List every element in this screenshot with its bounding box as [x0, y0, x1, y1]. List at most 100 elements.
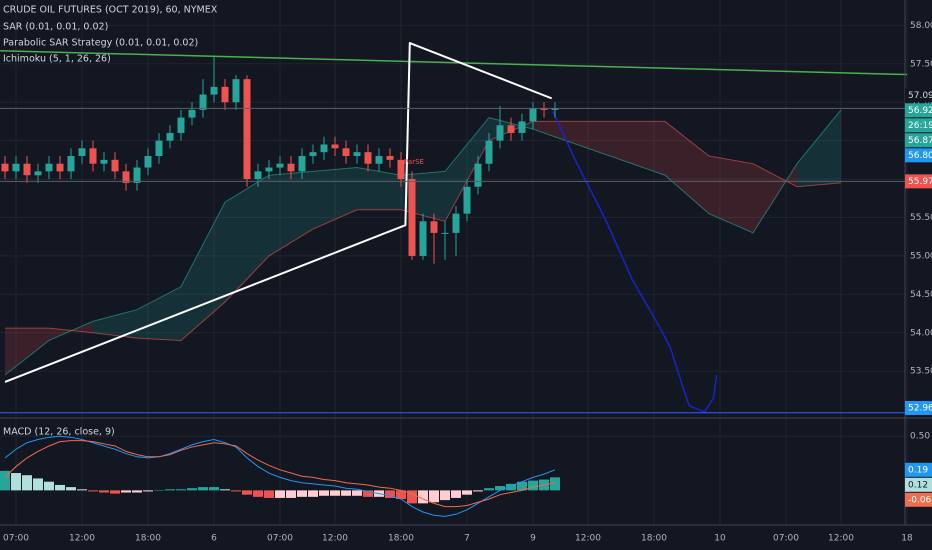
histogram-bar [143, 490, 153, 492]
candle-body [166, 132, 174, 141]
histogram-bar [0, 470, 10, 491]
x-tick-label: 12:00 [322, 534, 348, 544]
indicator-label: Parabolic SAR Strategy (0.01, 0.01, 0.02… [3, 38, 198, 49]
price-tag [905, 174, 932, 189]
price-tag [905, 492, 932, 507]
candle-body [507, 125, 515, 133]
y-tick-label: 58.00 [910, 21, 932, 31]
candle-body [331, 144, 339, 149]
price-tag [905, 88, 932, 103]
x-tick-label: 07:00 [3, 534, 29, 544]
histogram-bar [297, 490, 307, 497]
histogram-bar [253, 490, 263, 497]
histogram-bar [154, 490, 164, 491]
cloud-line [4, 109, 842, 376]
x-tick-label: 9 [530, 534, 536, 544]
histogram-bar [220, 489, 230, 491]
histogram-bar [330, 490, 340, 496]
candle-body [276, 163, 284, 168]
price-tag-label: 56.87 [908, 136, 932, 146]
indicator-label: Ichimoku (5, 1, 26, 26) [3, 54, 111, 65]
candle-body [408, 179, 416, 256]
price-tag-label: 56.92 [908, 106, 932, 116]
y-tick-label: 53.50 [910, 367, 932, 377]
cloud-segment [709, 156, 753, 233]
histogram-bar [484, 488, 494, 491]
price-tag-label: 55.97 [908, 177, 932, 187]
histogram-bar [429, 490, 439, 503]
histogram-bar [88, 490, 98, 492]
histogram-bar [506, 483, 516, 491]
histogram-bar [407, 490, 417, 504]
price-tag-label: 56.80 [908, 151, 932, 161]
y-tick-label: 55.00 [910, 251, 932, 261]
drawing-line [0, 49, 908, 76]
candle-body [298, 156, 306, 172]
y-tick-label: 54.00 [910, 328, 932, 338]
annotation: ParSE [404, 158, 424, 166]
candle-body [353, 152, 361, 157]
price-tag [905, 477, 932, 492]
x-tick-label: 12:00 [828, 534, 854, 544]
price-tags: 57.09 56.92 26:19 56.87 56.80 55.97 52.96 0.19 0… [0, 88, 932, 507]
y-tick-label: 0.50 [910, 432, 930, 442]
candle-body [23, 163, 31, 176]
histogram-bar [99, 490, 109, 493]
histogram-bar [110, 490, 120, 494]
x-tick-label: 18:00 [641, 534, 667, 544]
candle-body [232, 79, 240, 103]
cloud-segment [181, 202, 225, 341]
candle-body [518, 121, 526, 133]
cloud-segment [225, 175, 269, 303]
candle-body [452, 213, 460, 233]
cloud-segment [5, 328, 49, 376]
x-tick-label: 6 [211, 534, 217, 544]
histogram-bar [286, 490, 296, 498]
y-tick-label: 57.00 [910, 98, 932, 108]
histogram-bar [66, 487, 76, 491]
histogram-bar [462, 490, 472, 495]
x-tick-label: 18:00 [135, 534, 161, 544]
histogram-bar [451, 490, 461, 498]
histogram-bar [231, 490, 241, 492]
cloud-segment [445, 117, 489, 222]
histogram-bar [11, 473, 21, 491]
price-tag-label: 26:19 [908, 121, 932, 131]
candle-body [496, 125, 504, 141]
x-tick-label: 12:00 [575, 534, 601, 544]
price-tag [905, 133, 932, 148]
cloud-segment [797, 109, 841, 187]
candle-body [133, 167, 141, 183]
histogram-bar [209, 487, 219, 491]
histogram-bar [165, 489, 175, 491]
macd-title: MACD (12, 26, close, 9) [3, 427, 115, 438]
candle-body [540, 108, 548, 110]
histogram-bar [33, 478, 43, 491]
candle-body [375, 156, 383, 164]
price-tag-label: 57.09 [908, 91, 932, 101]
candle-body [221, 86, 229, 103]
cloud-segment [665, 121, 709, 214]
x-tick-label: 07:00 [773, 534, 799, 544]
x-tick-label: 12:00 [69, 534, 95, 544]
x-tick-label: 07:00 [267, 534, 293, 544]
histogram-bar [242, 490, 252, 495]
candle-body [397, 159, 405, 180]
histogram-bar [187, 488, 197, 491]
x-tick-label: 10 [714, 534, 726, 544]
candle-body [100, 159, 108, 164]
cloud-segment [313, 167, 357, 230]
price-tag-label: 52.96 [908, 404, 932, 414]
candle-body [199, 94, 207, 110]
candle-body [309, 152, 317, 157]
cloud-segment [577, 121, 621, 160]
histogram-bar [341, 490, 351, 496]
histogram-bar [308, 490, 318, 497]
histogram-bar [517, 481, 527, 491]
macd-line [4, 435, 556, 517]
histogram-bar [396, 490, 406, 500]
histogram-bar [264, 490, 274, 498]
drawing-line [4, 42, 553, 383]
